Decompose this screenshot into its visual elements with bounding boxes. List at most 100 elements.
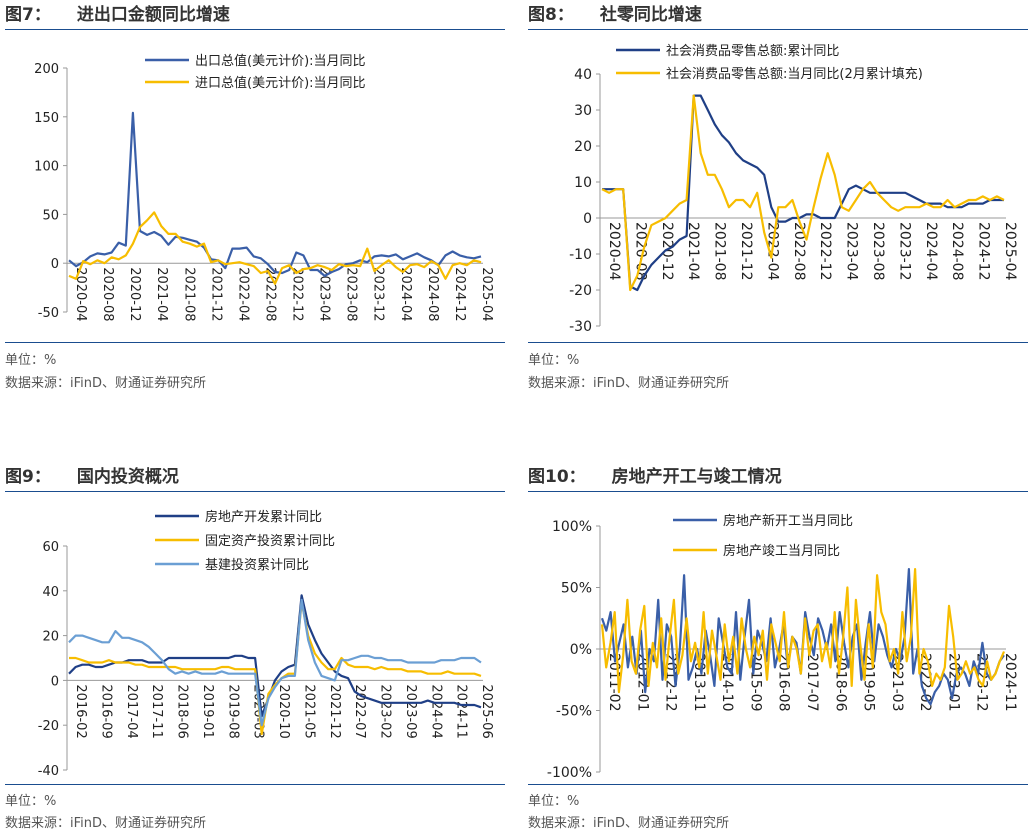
x-tick-label: 2021-04 [154,267,169,321]
x-tick-label: 2024-08 [425,267,440,321]
y-tick-label: 40 [42,585,59,600]
source-label: 数据来源：iFinD、财通证券研究所 [528,376,730,391]
series-line-3 [68,598,482,727]
x-tick-label: 2021-12 [738,222,754,281]
y-tick-label: 60 [42,540,59,555]
source-label: 数据来源：iFinD、财通证券研究所 [528,816,730,831]
x-tick-label: 2023-04 [844,222,860,281]
chart-panel-9: 图9： 国内投资概况 -40 -20 0 20 40 60 2016-02 2016-09 201… [5,462,505,834]
chart-10-svg: -100%-50%0%50%100%2011-02 2012-01 2012-12 2… [547,513,1018,781]
legend-label: 基建投资累计同比 [205,557,309,573]
y-tick-label: 30 [574,103,592,119]
x-tick-label: 2024-11 [454,684,469,738]
x-tick-label: 2022-08 [791,222,807,281]
chart-title: 图8： 社零同比增速 [528,5,702,25]
x-tick-label: 2021-04 [685,222,701,281]
x-tick-label: 2022-04 [235,267,250,321]
x-tick-label: 2020-08 [632,222,648,281]
x-tick-label: 2024-04 [428,684,443,738]
legend-label: 固定资产投资累计同比 [205,533,335,549]
x-tick-label: 2017-11 [149,684,164,738]
x-tick-label: 2020-12 [659,222,675,281]
chart-7-svg: -50 0 50 100 150 200 2020-04 2020-08 2020-12 2021… [34,53,494,322]
legend-label: 社会消费品零售总额:累计同比 [666,43,839,59]
y-tick-label: 20 [574,139,592,155]
y-tick-label: 40 [574,67,592,83]
y-tick-label: -20 [569,283,592,299]
y-tick-label: -10 [569,247,592,263]
chart-panel-7: 图7： 进出口金额同比增速 -50 0 50 100 150 200 2020-04 2020-… [5,0,505,395]
title-rule [528,29,1028,30]
series-line-2 [600,567,1006,694]
chart-title: 图7： 进出口金额同比增速 [5,5,230,25]
y-tick-label: -40 [38,764,59,779]
y-tick-label: 200 [34,62,59,77]
x-tick-label: 2019-08 [225,684,240,738]
y-tick-label: 50 [42,208,59,223]
unit-label: 单位：% [528,353,580,368]
x-tick-label: 2024-11 [1002,653,1018,712]
x-tick-label: 2020-04 [606,222,622,281]
chart-8-svg: -30 -20 -10 0 10 20 30 40 2020-04 2020-08 2020-12 2… [569,43,1018,335]
x-tick-label: 2021-08 [181,267,196,321]
x-tick-label: 2023-08 [344,267,359,321]
y-tick-label: 50% [561,581,592,597]
legend-label: 出口总值(美元计价):当月同比 [195,53,366,69]
x-tick-label: 2025-06 [479,684,494,738]
x-tick-label: 2019-01 [200,684,215,738]
x-tick-label: 2015-09 [747,653,763,712]
x-tick-label: 2023-04 [317,267,332,321]
x-tick-label: 2022-07 [352,684,367,738]
x-tick-label: 2023-02 [378,684,393,738]
x-tick-label: 2023-12 [896,222,912,281]
x-tick-label: 2018-06 [832,653,848,712]
series-line-2 [601,94,1005,292]
x-tick-label: 2022-12 [817,222,833,281]
source-label: 数据来源：iFinD、财通证券研究所 [5,816,207,831]
x-tick-label: 2021-12 [208,267,223,321]
y-tick-label: 20 [42,630,59,645]
x-tick-label: 2023-09 [403,684,418,738]
y-tick-label: 150 [34,111,59,126]
y-tick-label: 100 [34,160,59,175]
title-rule [5,491,505,492]
series-line-2 [68,211,482,285]
x-tick-label: 2023-01 [945,653,961,712]
x-tick-label: 2024-04 [923,222,939,281]
y-tick-label: -50 [38,306,59,321]
x-tick-label: 2021-08 [712,222,728,281]
x-tick-label: 2022-12 [290,267,305,321]
unit-label: 单位：% [528,794,580,809]
y-tick-label: 0% [570,642,592,658]
chart-panel-8: 图8： 社零同比增速 -30 -20 -10 0 10 20 30 40 2020-04 2020-… [528,0,1028,395]
bottom-rule [528,784,1028,785]
x-tick-label: 2020-04 [73,267,88,321]
legend-label: 社会消费品零售总额:当月同比(2月累计填充) [666,66,923,82]
title-rule [5,29,505,30]
chart-title: 图9： 国内投资概况 [5,467,179,487]
x-tick-label: 2024-04 [398,267,413,321]
chart-panel-10: 图10： 房地产开工与竣工情况 -100% -50% 0% 50% 100% 2011-02… [528,462,1028,834]
legend-label: 房地产竣工当月同比 [723,543,840,559]
y-tick-label: 0 [583,211,592,227]
source-label: 数据来源：iFinD、财通证券研究所 [5,376,207,391]
title-rule [528,491,1028,492]
x-tick-label: 2018-06 [175,684,190,738]
x-tick-label: 2017-07 [804,653,820,712]
legend-label: 进口总值(美元计价):当月同比 [195,75,366,91]
bottom-rule [5,342,505,343]
y-tick-label: 0 [51,257,59,272]
legend-label: 房地产开发累计同比 [205,509,322,525]
x-tick-label: 2023-12 [371,267,386,321]
x-tick-label: 2016-02 [73,684,88,738]
y-tick-label: 0 [51,674,59,689]
series-line-2 [69,600,482,736]
x-tick-label: 2017-04 [124,684,139,738]
x-tick-label: 2024-12 [976,222,992,281]
x-tick-label: 2025-04 [479,267,494,321]
series-line-1 [602,94,1004,292]
y-tick-label: 10 [574,175,592,191]
y-tick-label: 100% [552,519,592,535]
x-tick-label: 2023-08 [870,222,886,281]
x-tick-label: 2016-09 [98,684,113,738]
